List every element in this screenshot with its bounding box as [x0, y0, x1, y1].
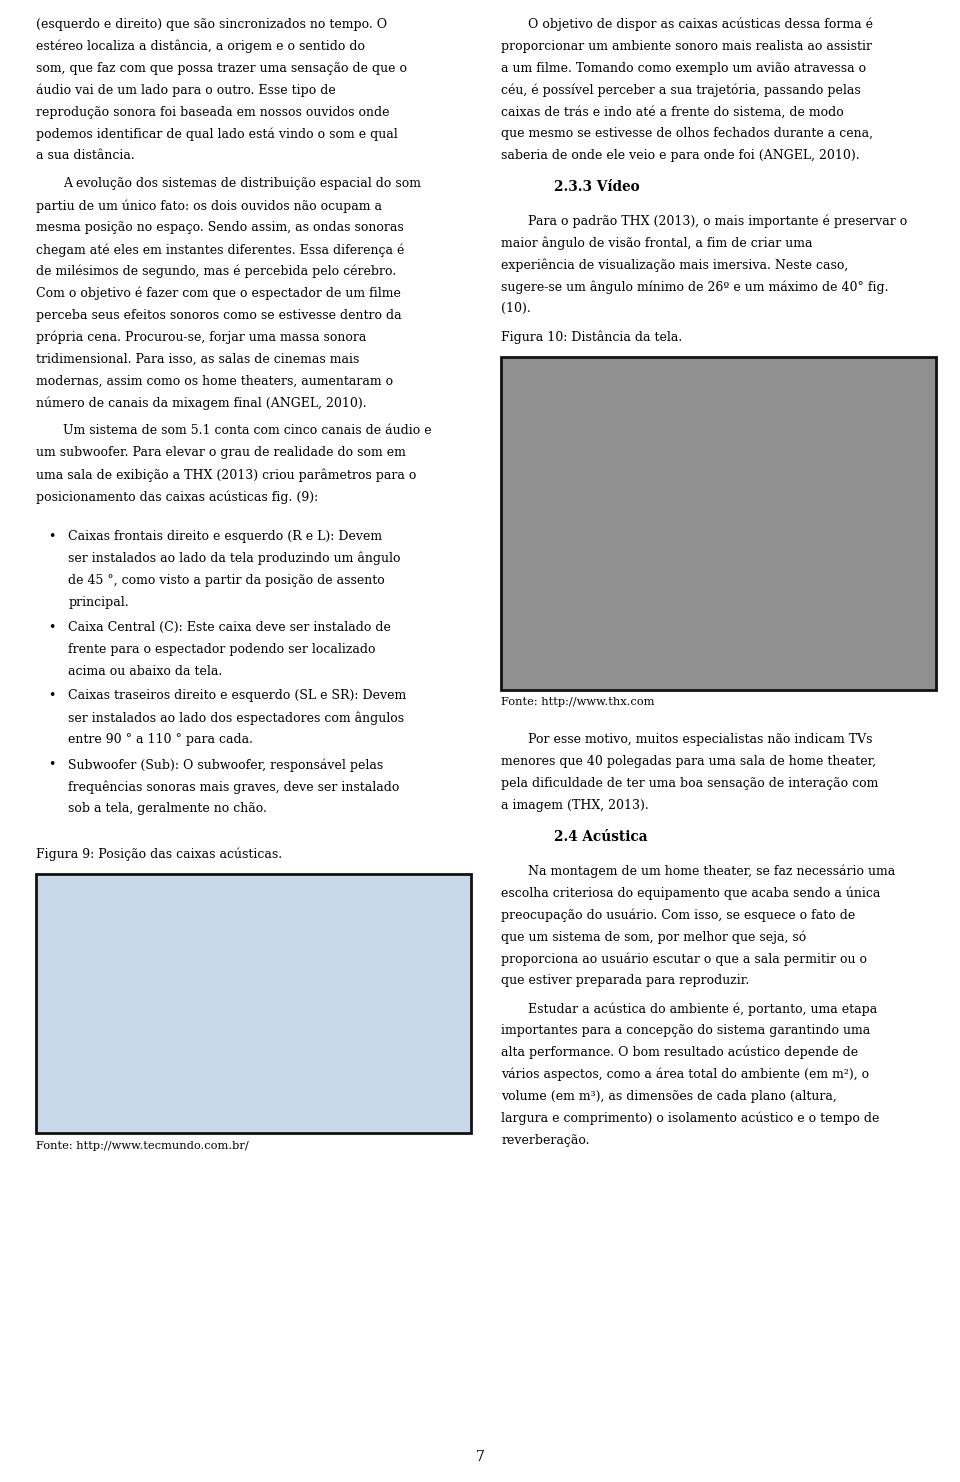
Text: que mesmo se estivesse de olhos fechados durante a cena,: que mesmo se estivesse de olhos fechados…	[501, 127, 874, 141]
Text: (10).: (10).	[501, 302, 531, 316]
Text: Caixas frontais direito e esquerdo (R e L): Devem: Caixas frontais direito e esquerdo (R e …	[68, 531, 382, 542]
Text: que estiver preparada para reproduzir.: que estiver preparada para reproduzir.	[501, 974, 750, 987]
Text: principal.: principal.	[68, 596, 129, 609]
Text: proporcionar um ambiente sonoro mais realista ao assistir: proporcionar um ambiente sonoro mais rea…	[501, 40, 872, 53]
Text: própria cena. Procurou-se, forjar uma massa sonora: própria cena. Procurou-se, forjar uma ma…	[36, 330, 367, 344]
Text: •: •	[48, 531, 56, 542]
Text: vários aspectos, como a área total do ambiente (em m²), o: vários aspectos, como a área total do am…	[501, 1069, 869, 1082]
Text: sob a tela, geralmente no chão.: sob a tela, geralmente no chão.	[68, 802, 267, 815]
Text: 2.3.3 Vídeo: 2.3.3 Vídeo	[554, 181, 639, 194]
Text: A evolução dos sistemas de distribuição espacial do som: A evolução dos sistemas de distribuição …	[63, 178, 421, 190]
Text: Fonte: http://www.tecmundo.com.br/: Fonte: http://www.tecmundo.com.br/	[36, 1141, 250, 1152]
Text: acima ou abaixo da tela.: acima ou abaixo da tela.	[68, 664, 223, 677]
Text: Subwoofer (Sub): O subwoofer, responsável pelas: Subwoofer (Sub): O subwoofer, responsáve…	[68, 759, 383, 772]
Text: som, que faz com que possa trazer uma sensação de que o: som, que faz com que possa trazer uma se…	[36, 62, 407, 74]
Text: podemos identificar de qual lado está vindo o som e qual: podemos identificar de qual lado está vi…	[36, 127, 398, 141]
Text: ser instalados ao lado dos espectadores com ângulos: ser instalados ao lado dos espectadores …	[68, 711, 404, 725]
Text: modernas, assim como os home theaters, aumentaram o: modernas, assim como os home theaters, a…	[36, 375, 394, 388]
Text: volume (em m³), as dimensões de cada plano (altura,: volume (em m³), as dimensões de cada pla…	[501, 1089, 837, 1103]
Text: •: •	[48, 621, 56, 634]
Text: Para o padrão THX (2013), o mais importante é preservar o: Para o padrão THX (2013), o mais importa…	[528, 215, 907, 228]
Text: estéreo localiza a distância, a origem e o sentido do: estéreo localiza a distância, a origem e…	[36, 40, 366, 53]
Text: a imagem (THX, 2013).: a imagem (THX, 2013).	[501, 799, 649, 812]
Text: experiência de visualização mais imersiva. Neste caso,: experiência de visualização mais imersiv…	[501, 258, 849, 273]
Text: O objetivo de dispor as caixas acústicas dessa forma é: O objetivo de dispor as caixas acústicas…	[528, 18, 873, 31]
Bar	[501, 357, 936, 691]
Text: Fonte: http://www.thx.com: Fonte: http://www.thx.com	[501, 698, 655, 707]
Text: 7: 7	[475, 1451, 485, 1464]
Text: Figura 10: Distância da tela.: Figura 10: Distância da tela.	[501, 330, 683, 344]
Text: ser instalados ao lado da tela produzindo um ângulo: ser instalados ao lado da tela produzind…	[68, 551, 400, 566]
Text: •: •	[48, 689, 56, 702]
Text: mesma posição no espaço. Sendo assim, as ondas sonoras: mesma posição no espaço. Sendo assim, as…	[36, 221, 404, 234]
Text: menores que 40 polegadas para uma sala de home theater,: menores que 40 polegadas para uma sala d…	[501, 756, 876, 768]
Text: frequências sonoras mais graves, deve ser instalado: frequências sonoras mais graves, deve se…	[68, 780, 399, 794]
Text: sugere-se um ângulo mínimo de 26º e um máximo de 40° fig.: sugere-se um ângulo mínimo de 26º e um m…	[501, 280, 889, 293]
Text: posicionamento das caixas acústicas fig. (9):: posicionamento das caixas acústicas fig.…	[36, 491, 319, 504]
Text: escolha criteriosa do equipamento que acaba sendo a única: escolha criteriosa do equipamento que ac…	[501, 886, 880, 900]
Text: perceba seus efeitos sonoros como se estivesse dentro da: perceba seus efeitos sonoros como se est…	[36, 308, 402, 322]
Text: reverberação.: reverberação.	[501, 1134, 589, 1147]
Text: um subwoofer. Para elevar o grau de realidade do som em: um subwoofer. Para elevar o grau de real…	[36, 446, 406, 459]
Text: chegam até eles em instantes diferentes. Essa diferença é: chegam até eles em instantes diferentes.…	[36, 243, 405, 256]
Text: importantes para a concepção do sistema garantindo uma: importantes para a concepção do sistema …	[501, 1024, 871, 1037]
Text: tridimensional. Para isso, as salas de cinemas mais: tridimensional. Para isso, as salas de c…	[36, 353, 360, 366]
Text: Caixas traseiros direito e esquerdo (SL e SR): Devem: Caixas traseiros direito e esquerdo (SL …	[68, 689, 406, 702]
Text: 2.4 Acústica: 2.4 Acústica	[554, 830, 648, 845]
Text: Um sistema de som 5.1 conta com cinco canais de áudio e: Um sistema de som 5.1 conta com cinco ca…	[63, 424, 432, 437]
Text: alta performance. O bom resultado acústico depende de: alta performance. O bom resultado acústi…	[501, 1046, 858, 1060]
Text: de 45 °, como visto a partir da posição de assento: de 45 °, como visto a partir da posição …	[68, 574, 385, 587]
Text: de milésimos de segundo, mas é percebida pelo cérebro.: de milésimos de segundo, mas é percebida…	[36, 265, 396, 279]
Text: áudio vai de um lado para o outro. Esse tipo de: áudio vai de um lado para o outro. Esse …	[36, 83, 336, 98]
Text: a um filme. Tomando como exemplo um avião atravessa o: a um filme. Tomando como exemplo um aviã…	[501, 62, 866, 74]
Text: frente para o espectador podendo ser localizado: frente para o espectador podendo ser loc…	[68, 643, 375, 655]
Text: céu, é possível perceber a sua trajetória, passando pelas: céu, é possível perceber a sua trajetóri…	[501, 83, 861, 98]
Text: caixas de trás e indo até a frente do sistema, de modo: caixas de trás e indo até a frente do si…	[501, 105, 844, 119]
Text: Estudar a acústica do ambiente é, portanto, uma etapa: Estudar a acústica do ambiente é, portan…	[528, 1002, 877, 1015]
Bar	[36, 874, 471, 1134]
Text: preocupação do usuário. Com isso, se esquece o fato de: preocupação do usuário. Com isso, se esq…	[501, 908, 855, 922]
Text: pela dificuldade de ter uma boa sensação de interação com: pela dificuldade de ter uma boa sensação…	[501, 778, 878, 790]
Text: maior ângulo de visão frontal, a fim de criar uma: maior ângulo de visão frontal, a fim de …	[501, 237, 812, 250]
Text: reprodução sonora foi baseada em nossos ouvidos onde: reprodução sonora foi baseada em nossos …	[36, 105, 390, 119]
Text: (esquerdo e direito) que são sincronizados no tempo. O: (esquerdo e direito) que são sincronizad…	[36, 18, 388, 31]
Text: Na montagem de um home theater, se faz necessário uma: Na montagem de um home theater, se faz n…	[528, 864, 896, 877]
Text: largura e comprimento) o isolamento acústico e o tempo de: largura e comprimento) o isolamento acús…	[501, 1112, 879, 1125]
Text: número de canais da mixagem final (ANGEL, 2010).: número de canais da mixagem final (ANGEL…	[36, 397, 367, 411]
Text: a sua distância.: a sua distância.	[36, 150, 135, 163]
Text: •: •	[48, 759, 56, 771]
Text: Por esse motivo, muitos especialistas não indicam TVs: Por esse motivo, muitos especialistas nã…	[528, 734, 873, 747]
Text: uma sala de exibição a THX (2013) criou parâmetros para o: uma sala de exibição a THX (2013) criou …	[36, 468, 417, 482]
Text: Caixa Central (C): Este caixa deve ser instalado de: Caixa Central (C): Este caixa deve ser i…	[68, 621, 391, 634]
Text: entre 90 ° a 110 ° para cada.: entre 90 ° a 110 ° para cada.	[68, 734, 253, 747]
Text: Com o objetivo é fazer com que o espectador de um filme: Com o objetivo é fazer com que o especta…	[36, 288, 401, 301]
Text: proporciona ao usuário escutar o que a sala permitir ou o: proporciona ao usuário escutar o que a s…	[501, 953, 867, 966]
Text: partiu de um único fato: os dois ouvidos não ocupam a: partiu de um único fato: os dois ouvidos…	[36, 199, 382, 213]
Text: Figura 9: Posição das caixas acústicas.: Figura 9: Posição das caixas acústicas.	[36, 848, 282, 861]
Text: saberia de onde ele veio e para onde foi (ANGEL, 2010).: saberia de onde ele veio e para onde foi…	[501, 150, 860, 163]
Text: que um sistema de som, por melhor que seja, só: que um sistema de som, por melhor que se…	[501, 931, 806, 944]
